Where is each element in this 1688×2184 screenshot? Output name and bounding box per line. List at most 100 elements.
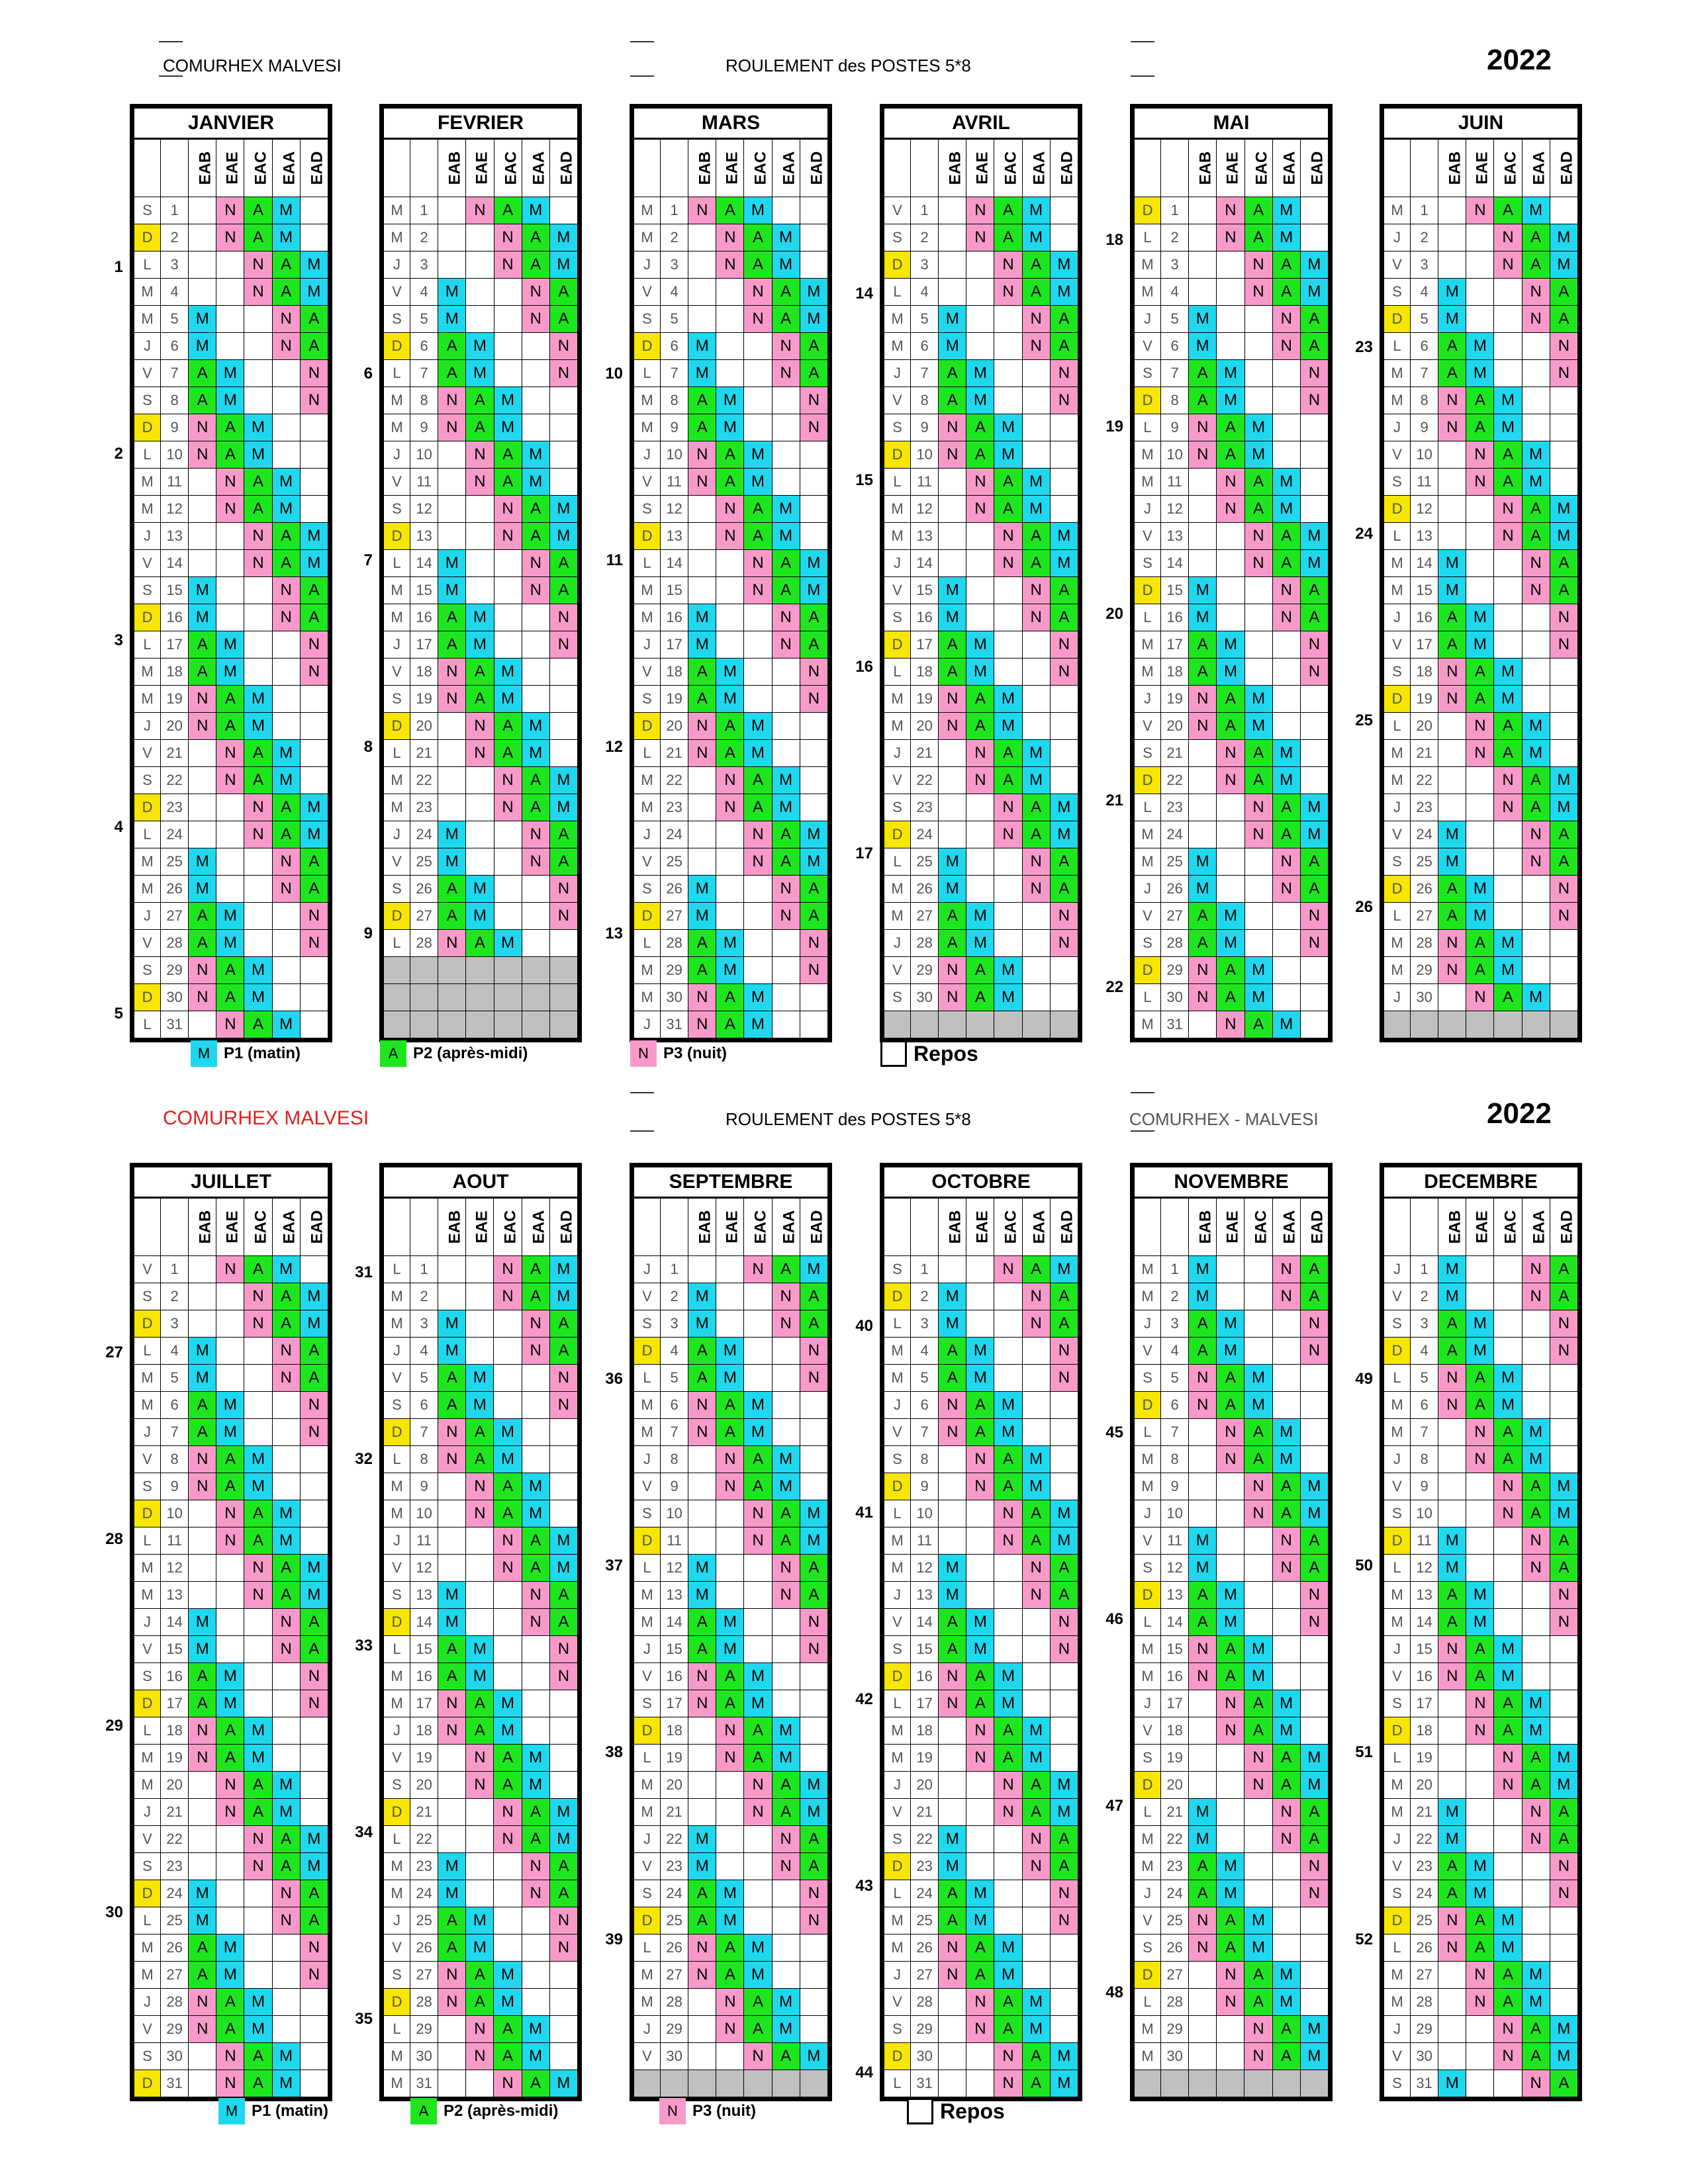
table-row: M 16 M N A — [633, 604, 829, 631]
shift-cell — [244, 1364, 273, 1392]
shift-cell: A — [549, 1608, 579, 1636]
table-row: L 10 N A M — [883, 1500, 1079, 1527]
shift-cell — [716, 305, 745, 333]
shift-cell: N — [743, 305, 773, 333]
weekday-letter: M — [1133, 821, 1162, 848]
table-row: J 27 N A M — [883, 1961, 1079, 1989]
shift-cell: A — [1299, 875, 1329, 903]
weekday-letter: S — [1383, 468, 1411, 496]
shift-cell: M — [1438, 848, 1467, 876]
table-row: S 19 N A M — [383, 685, 579, 713]
weekday-letter: D — [1133, 766, 1162, 794]
shift-cell: N — [1216, 1717, 1245, 1745]
shift-cell — [1272, 1310, 1301, 1338]
table-row: S 10 N A M — [633, 1500, 829, 1527]
shift-cell: A — [1216, 1635, 1245, 1663]
shift-cell — [1244, 1852, 1273, 1880]
day-number: 11 — [410, 1527, 439, 1555]
weekday-letter: L — [383, 739, 411, 767]
shift-cell: N — [1438, 1662, 1467, 1690]
weekday-letter: M — [883, 1744, 912, 1772]
shift-cell — [521, 1391, 550, 1419]
shift-cell — [438, 468, 467, 496]
shift-cell — [1466, 766, 1495, 794]
shift-cell: M — [216, 359, 245, 387]
shift-cell: N — [438, 1961, 467, 1989]
shift-cell: N — [966, 739, 995, 767]
shift-cell — [1493, 604, 1523, 631]
shift-cell: A — [465, 658, 494, 686]
day-number: 2 — [1410, 1283, 1439, 1310]
shift-cell: N — [1021, 305, 1051, 333]
shift-cell — [465, 1337, 494, 1365]
shift-cell: M — [438, 821, 467, 848]
shift-cell: N — [299, 631, 329, 659]
weekday-letter: J — [383, 631, 411, 659]
day-number: 17 — [910, 1690, 939, 1717]
shift-cell: M — [1466, 359, 1495, 387]
shift-cell — [994, 902, 1023, 930]
table-row: S 23 N A M — [883, 794, 1079, 821]
table-row: M 25 M N A — [1133, 848, 1329, 876]
table-row: J 13 N A M — [133, 522, 329, 550]
table-row: D 20 N A M — [383, 712, 579, 740]
shift-cell: N — [771, 604, 800, 631]
table-row: S 19 A M N — [633, 685, 829, 713]
shift-cell — [1188, 1744, 1217, 1772]
weekday-letter: V — [883, 1608, 912, 1636]
day-number: 9 — [660, 1473, 689, 1500]
table-row: M 20 N A M — [883, 712, 1079, 740]
shift-cell: A — [1244, 224, 1273, 251]
shift-cell — [549, 2015, 579, 2043]
shift-cell — [1021, 983, 1051, 1011]
shift-cell — [465, 1554, 494, 1582]
shift-cell: N — [465, 1500, 494, 1527]
shift-cell — [966, 576, 995, 604]
shift-cell — [1244, 875, 1273, 903]
shift-cell: N — [1272, 332, 1301, 360]
table-row: V 20 N A M — [1133, 712, 1329, 740]
shift-cell: N — [1299, 1337, 1329, 1365]
weekday-letter: M — [1133, 1662, 1162, 1690]
shift-cell: A — [1049, 1554, 1079, 1582]
shift-cell: N — [271, 332, 301, 360]
shift-cell — [716, 604, 745, 631]
table-row: V 11 M N A — [1133, 1527, 1329, 1555]
weekday-letter: M — [133, 1744, 162, 1772]
shift-cell — [493, 359, 522, 387]
day-number: 12 — [660, 495, 689, 523]
day-number: 20 — [160, 712, 189, 740]
shift-cell: A — [1466, 658, 1495, 686]
shift-cell: A — [771, 1798, 800, 1826]
shift-cell — [299, 1527, 329, 1555]
week-number: 43 — [855, 1876, 873, 1895]
weekday-letter: L — [1383, 332, 1411, 360]
shift-cell — [216, 1310, 245, 1338]
weekday-letter: M — [633, 766, 661, 794]
shift-cell — [188, 1310, 217, 1338]
day-number: 6 — [660, 332, 689, 360]
weekday-letter: V — [1383, 1662, 1411, 1690]
weekday-letter: M — [133, 305, 162, 333]
shift-cell: M — [1049, 2070, 1079, 2097]
shift-cell — [1521, 929, 1550, 957]
weekday-letter: M — [1383, 929, 1411, 957]
shift-cell — [1521, 414, 1550, 441]
shift-cell: M — [743, 1418, 773, 1446]
shift-cell: M — [521, 197, 550, 224]
shift-cell — [271, 1988, 301, 2016]
shift-cell: N — [1521, 1554, 1550, 1582]
shift-cell — [521, 929, 550, 957]
shift-cell: A — [1521, 522, 1550, 550]
table-row: L 18 A M N — [883, 658, 1079, 686]
shift-cell — [1466, 794, 1495, 821]
shift-cell — [1299, 1662, 1329, 1690]
shift-cell — [938, 1473, 967, 1500]
weekday-letter: M — [383, 1500, 411, 1527]
table-row: S 30 N A M — [883, 983, 1079, 1011]
shift-cell — [271, 1418, 301, 1446]
table-row: J 14 N A M — [883, 549, 1079, 577]
